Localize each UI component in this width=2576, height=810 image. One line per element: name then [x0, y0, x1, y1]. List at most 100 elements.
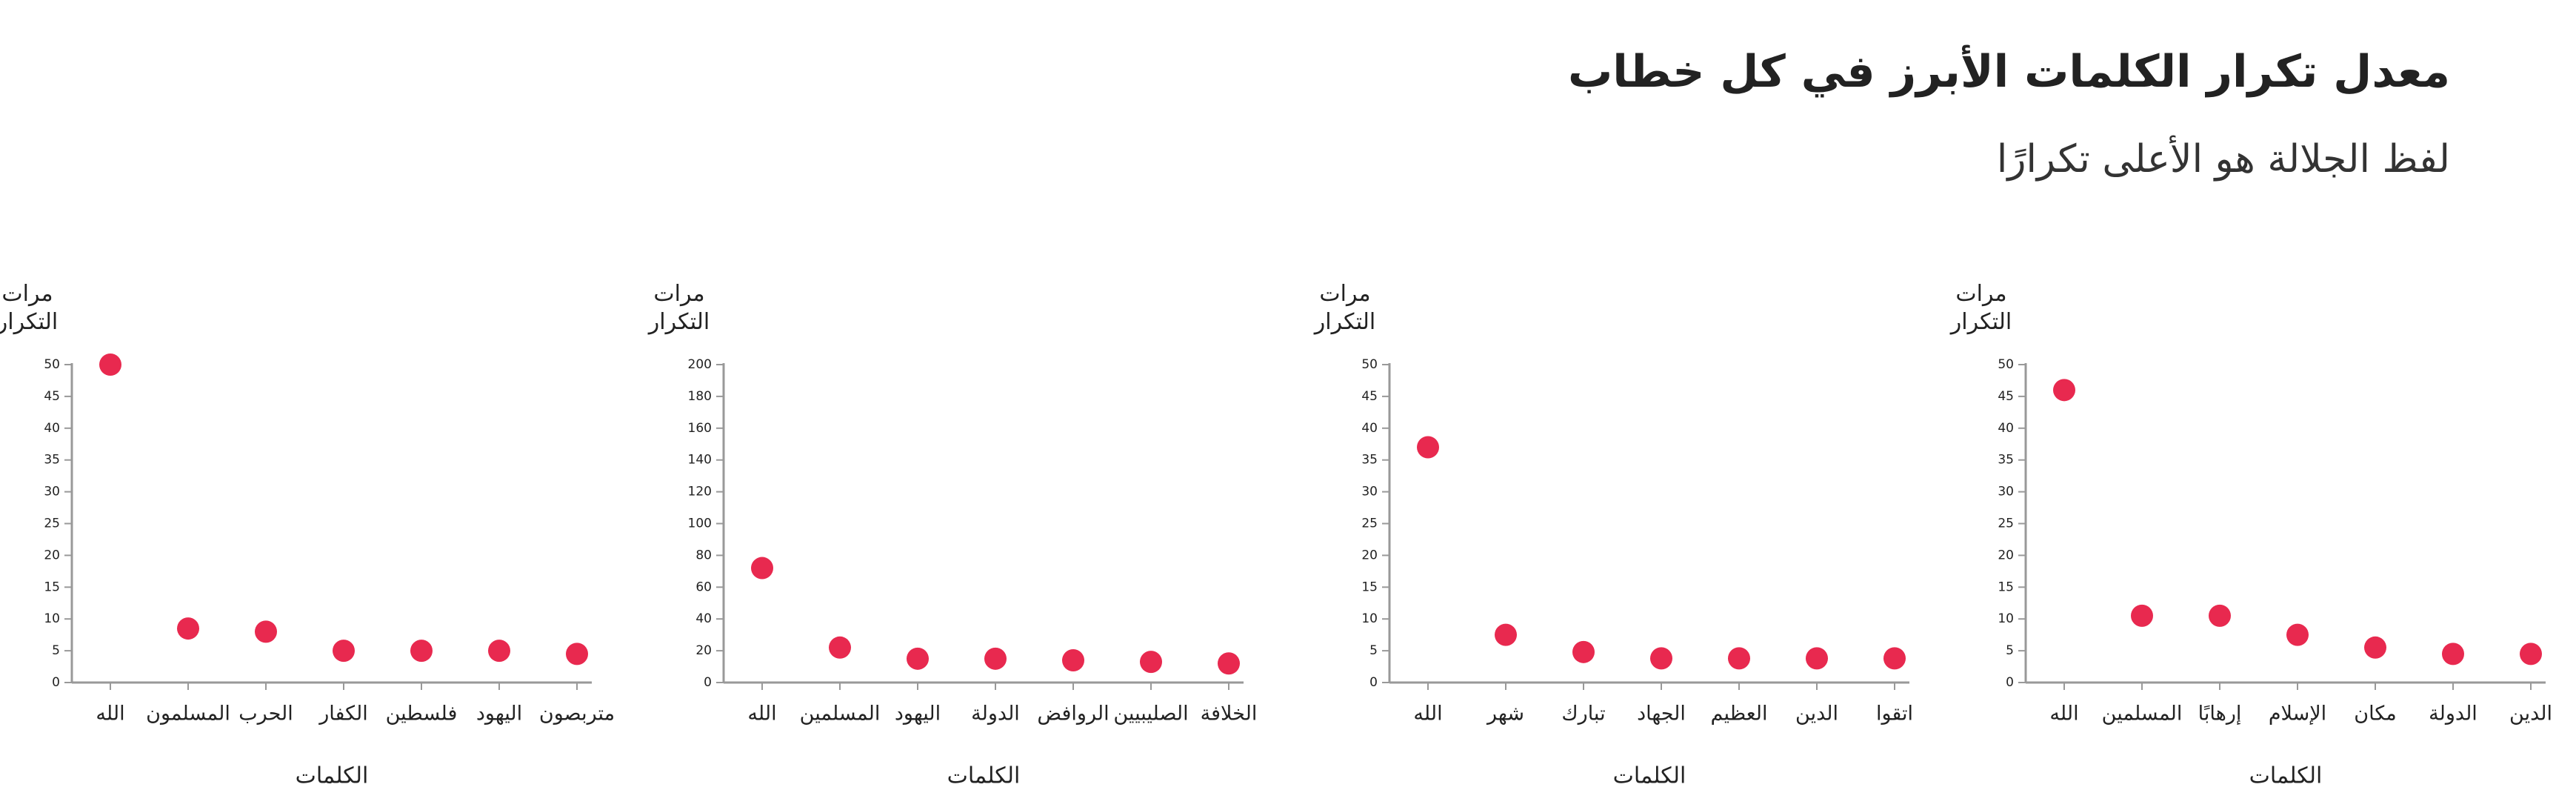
point [99, 353, 121, 376]
x-axis-label: الكلمات [296, 763, 369, 789]
x-axis-label: الكلمات [2249, 763, 2323, 789]
y-axis-label: مرات التكرار [0, 281, 59, 335]
x-tick-label: الله [96, 703, 124, 726]
y-tick-label: 35 [1998, 453, 2014, 468]
x-tick-label: الصليبيين [1113, 703, 1188, 726]
y-tick-label: 160 [688, 421, 712, 436]
point [1806, 647, 1828, 670]
y-axis-label: مرات التكرار [648, 281, 710, 335]
x-tick-label: المسلمين [800, 703, 881, 726]
y-tick-label: 5 [2006, 643, 2014, 658]
y-tick-label: 45 [44, 389, 60, 404]
x-tick-label: الروافض [1037, 703, 1109, 726]
y-tick-label: 200 [688, 357, 712, 372]
x-tick-label: اتقوا [1876, 703, 1913, 726]
x-tick-label: المسلمين [2102, 703, 2183, 726]
point [829, 636, 851, 659]
point [255, 620, 277, 643]
y-tick-label: 25 [44, 517, 60, 531]
y-axis-label: مرات التكرار [1950, 281, 2012, 335]
point [1495, 623, 1517, 646]
y-tick-label: 5 [1369, 643, 1378, 658]
y-tick-label: 45 [1998, 389, 2014, 404]
y-tick-label: 80 [695, 548, 712, 562]
y-tick-label: 15 [1998, 580, 2014, 594]
x-tick-label: الجهاد [1637, 703, 1686, 726]
y-tick-label: 40 [44, 421, 60, 436]
subtitle: لفظ الجلالة هو الأعلى تكرارًا [1996, 137, 2450, 182]
title: معدل تكرار الكلمات الأبرز في كل خطاب [1567, 46, 2450, 98]
x-axis-label: الكلمات [1613, 763, 1686, 789]
y-tick-label: 30 [1998, 485, 2014, 499]
point [333, 640, 355, 663]
y-tick-label: 10 [44, 611, 60, 626]
y-tick-label: 60 [695, 580, 712, 594]
point [907, 647, 929, 670]
y-tick-label: 0 [2006, 675, 2014, 690]
point [2209, 604, 2231, 627]
point [984, 647, 1007, 670]
point [2286, 623, 2309, 646]
y-tick-label: 30 [44, 485, 60, 499]
x-tick-label: الإسلام [2269, 703, 2326, 726]
x-tick-label: الدولة [971, 703, 1020, 726]
point [488, 640, 510, 663]
y-tick-label: 25 [1361, 517, 1378, 531]
point [751, 557, 773, 580]
x-tick-label: متربصون [539, 703, 615, 726]
y-tick-label: 140 [688, 453, 712, 468]
x-tick-label: اليهود [895, 703, 941, 726]
x-tick-label: الدولة [2429, 703, 2477, 726]
x-tick-label: إرهابًا [2198, 703, 2242, 726]
point [1650, 647, 1672, 670]
point [177, 617, 199, 640]
y-tick-label: 40 [1361, 421, 1378, 436]
y-tick-label: 180 [688, 389, 712, 404]
x-tick-label: الدين [1795, 703, 1838, 726]
x-tick-label: الله [1413, 703, 1442, 726]
y-tick-label: 30 [1361, 485, 1378, 499]
point [1417, 436, 1439, 459]
y-tick-label: 50 [44, 357, 60, 372]
y-tick-label: 10 [1998, 611, 2014, 626]
y-tick-label: 45 [1361, 389, 1378, 404]
y-tick-label: 40 [695, 611, 712, 626]
y-tick-label: 100 [688, 517, 712, 531]
y-tick-label: 50 [1998, 357, 2014, 372]
x-tick-label: العظيم [1710, 703, 1767, 726]
y-tick-label: 20 [44, 548, 60, 562]
y-axis-label: مرات التكرار [1314, 281, 1376, 335]
point [1140, 651, 1162, 674]
point [2053, 379, 2075, 402]
x-tick-label: مكان [2354, 703, 2396, 726]
x-tick-label: تبارك [1561, 703, 1605, 726]
y-tick-label: 20 [1361, 548, 1378, 562]
point [2520, 643, 2542, 665]
x-tick-label: الكفار [318, 703, 368, 726]
y-tick-label: 120 [688, 485, 712, 499]
point [1572, 640, 1595, 663]
x-tick-label: الله [747, 703, 776, 726]
y-tick-label: 25 [1998, 517, 2014, 531]
point [1883, 647, 1906, 670]
y-tick-label: 0 [52, 675, 60, 690]
y-tick-label: 50 [1361, 357, 1378, 372]
y-tick-label: 0 [1369, 675, 1378, 690]
x-tick-label: الحرب [238, 703, 293, 726]
point [1218, 652, 1240, 675]
point [2442, 643, 2464, 665]
point [2131, 604, 2153, 627]
x-tick-label: اليهود [476, 703, 522, 726]
x-axis-label: الكلمات [947, 763, 1021, 789]
y-tick-label: 35 [44, 453, 60, 468]
y-tick-label: 35 [1361, 453, 1378, 468]
y-tick-label: 10 [1361, 611, 1378, 626]
y-tick-label: 0 [704, 675, 712, 690]
x-tick-label: شهر [1486, 703, 1524, 726]
x-tick-label: الله [2049, 703, 2078, 726]
x-tick-label: فلسطين [386, 703, 458, 726]
point [1728, 647, 1750, 670]
y-tick-label: 5 [52, 643, 60, 658]
